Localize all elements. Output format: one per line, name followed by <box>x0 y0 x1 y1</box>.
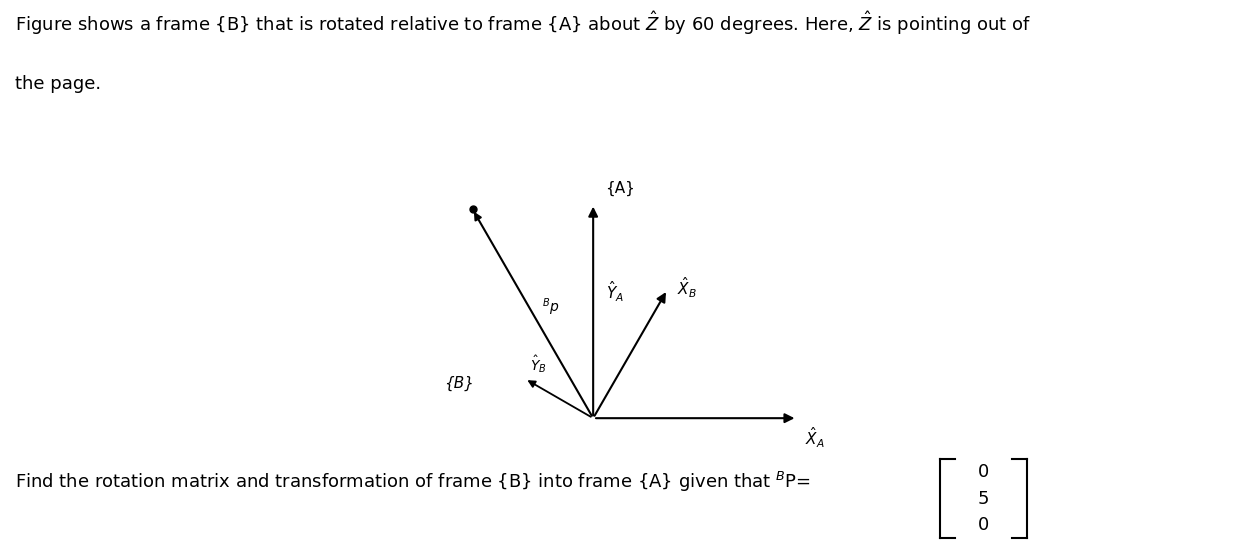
Text: 0: 0 <box>977 516 990 534</box>
Text: the page.: the page. <box>15 75 101 93</box>
Text: 0: 0 <box>977 463 990 482</box>
Text: Find the rotation matrix and transformation of frame {B} into frame {A} given th: Find the rotation matrix and transformat… <box>15 469 811 494</box>
Text: Figure shows a frame {B} that is rotated relative to frame {A} about $\hat{Z}$ b: Figure shows a frame {B} that is rotated… <box>15 10 1031 37</box>
Text: {B}: {B} <box>443 376 473 391</box>
Text: $^{B}p$: $^{B}p$ <box>542 297 559 318</box>
Text: $\hat{Y}_A$: $\hat{Y}_A$ <box>606 279 625 304</box>
Text: $\hat{Y}_B$: $\hat{Y}_B$ <box>530 353 548 375</box>
Text: {A}: {A} <box>605 181 635 196</box>
Text: 5: 5 <box>977 490 990 507</box>
Text: $\hat{X}_B$: $\hat{X}_B$ <box>677 276 697 300</box>
Text: $\hat{X}_A$: $\hat{X}_A$ <box>805 425 825 450</box>
